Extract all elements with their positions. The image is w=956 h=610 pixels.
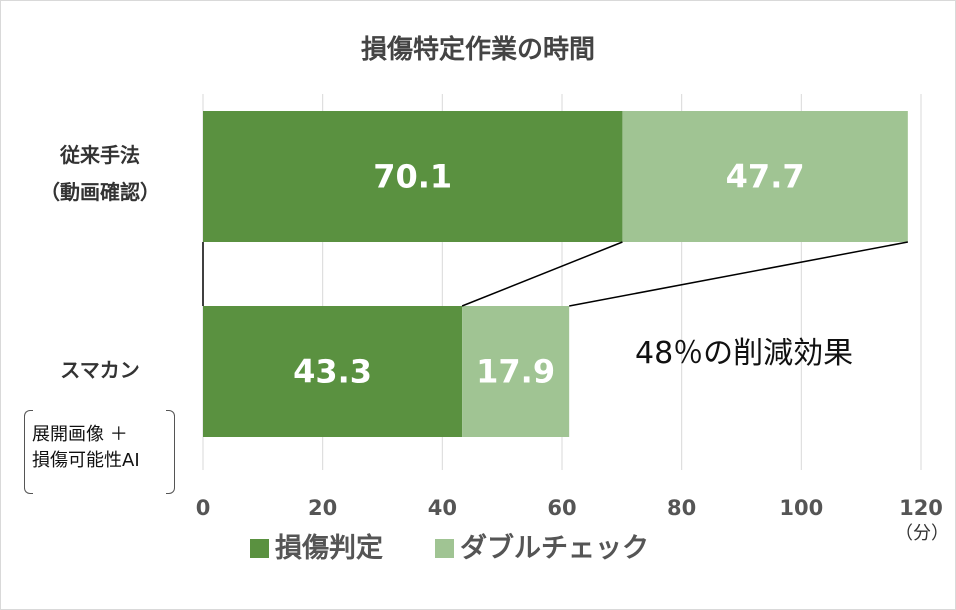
bar-0-1 [622, 111, 908, 242]
chart-title: 損傷特定作業の時間 [361, 34, 595, 65]
note-bracket-right [166, 410, 175, 494]
x-tick-100: 100 [779, 496, 823, 520]
bar-label-0-0: 70.1 [373, 158, 452, 196]
x-tick-0: 0 [196, 496, 211, 520]
connector-series-1 [461, 241, 623, 307]
note-bracket-left [24, 410, 33, 494]
legend-swatch-1 [435, 539, 454, 558]
x-tick-40: 40 [428, 496, 457, 520]
connector-series-2 [569, 241, 908, 307]
bar-0-0 [203, 111, 623, 242]
bar-label-1-1: 17.9 [476, 353, 555, 391]
x-tick-60: 60 [547, 496, 576, 520]
bar-label-0-1: 47.7 [726, 158, 805, 196]
category-note: 展開画像 ＋ 損傷可能性AI [32, 422, 174, 474]
x-axis-ticks: 0 20 40 60 80 100 120 [196, 496, 943, 520]
category-label-0-1: （動画確認） [40, 180, 160, 204]
x-axis-unit: （分） [895, 523, 949, 544]
bar-1-0 [203, 306, 463, 437]
x-tick-80: 80 [667, 496, 696, 520]
legend-swatch-0 [250, 539, 269, 558]
category-note-line-2: 損傷可能性AI [32, 450, 140, 471]
legend: 損傷判定 ダブルチェック [250, 532, 649, 564]
legend-label-1: ダブルチェック [460, 532, 649, 564]
bar-1-1 [462, 306, 570, 437]
bars [203, 111, 908, 437]
legend-item-1: ダブルチェック [435, 532, 649, 564]
category-label-0-0: 従来手法 [59, 143, 140, 167]
category-label-1-0: スマカン [60, 358, 139, 382]
reduction-annotation: 48％の削減効果 [635, 336, 853, 371]
x-tick-20: 20 [308, 496, 337, 520]
legend-item-0: 損傷判定 [250, 532, 383, 564]
category-note-line-1: 展開画像 ＋ [32, 424, 128, 445]
bar-label-1-0: 43.3 [293, 353, 372, 391]
legend-label-0: 損傷判定 [275, 532, 383, 564]
category-labels: 従来手法 （動画確認） スマカン [40, 143, 160, 382]
reduction-connector-lines [202, 241, 908, 307]
bar-value-labels: 70.1 47.7 43.3 17.9 [293, 158, 805, 391]
x-tick-120: 120 [899, 496, 943, 520]
